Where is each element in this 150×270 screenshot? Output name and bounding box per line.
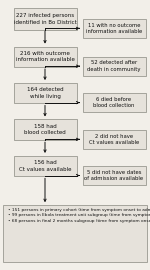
FancyBboxPatch shape: [14, 46, 76, 67]
Text: 11 with no outcome
information available: 11 with no outcome information available: [86, 23, 142, 34]
FancyBboxPatch shape: [82, 57, 146, 76]
FancyBboxPatch shape: [3, 205, 147, 262]
FancyBboxPatch shape: [82, 130, 146, 149]
Text: 2 did not have
Ct values available: 2 did not have Ct values available: [89, 134, 139, 145]
Text: 5 did not have dates
of admission available: 5 did not have dates of admission availa…: [84, 170, 144, 181]
FancyBboxPatch shape: [82, 19, 146, 38]
FancyBboxPatch shape: [82, 166, 146, 185]
FancyBboxPatch shape: [82, 93, 146, 112]
Text: 164 detected
while living: 164 detected while living: [27, 87, 63, 99]
FancyBboxPatch shape: [14, 156, 76, 176]
Text: 158 had
blood collected: 158 had blood collected: [24, 124, 66, 135]
Text: 227 infected persons
identified in Bo District: 227 infected persons identified in Bo Di…: [14, 13, 76, 25]
Text: • 151 persons in primary cohort (time from symptom onset to admission to any hea: • 151 persons in primary cohort (time fr…: [8, 208, 150, 222]
FancyBboxPatch shape: [14, 83, 76, 103]
Text: 216 with outcome
information available: 216 with outcome information available: [16, 51, 74, 62]
Text: 156 had
Ct values available: 156 had Ct values available: [19, 160, 71, 172]
Text: 52 detected after
death in community: 52 detected after death in community: [87, 60, 141, 72]
FancyBboxPatch shape: [14, 119, 76, 140]
FancyBboxPatch shape: [14, 8, 76, 30]
Text: 6 died before
blood collection: 6 died before blood collection: [93, 97, 135, 108]
